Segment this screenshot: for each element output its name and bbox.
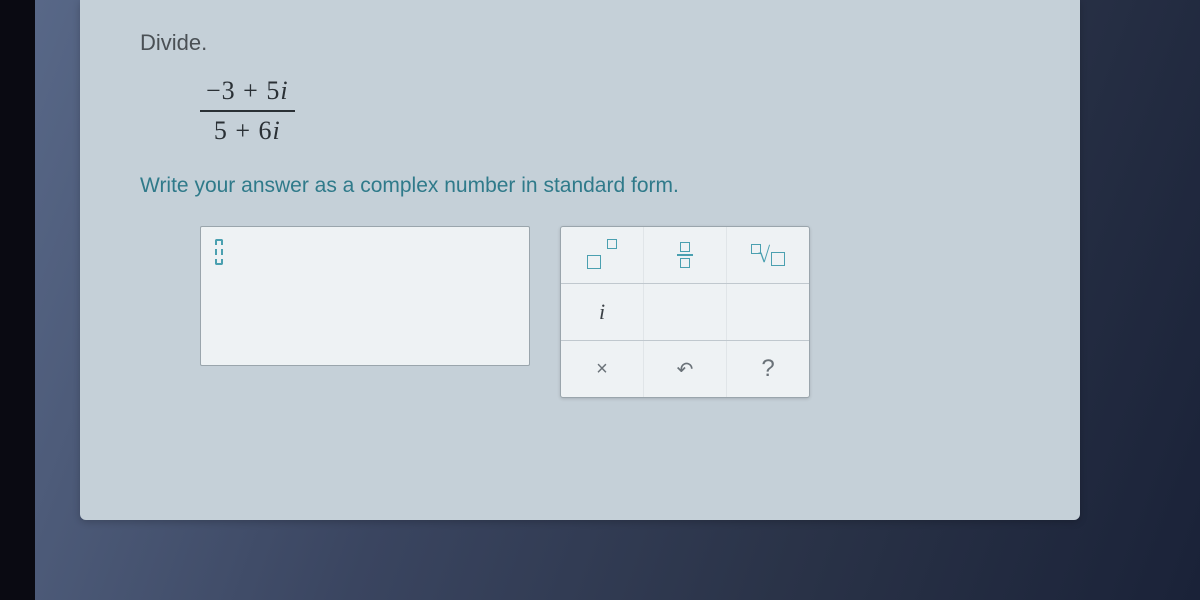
tool-row-1: √ [561,227,809,284]
denominator-text: 5 + 6 [214,116,273,145]
help-button[interactable]: ? [726,341,809,397]
exponent-button[interactable] [561,227,643,283]
question-panel: Divide. −3 + 5i 5 + 6i Write your answer… [80,0,1080,520]
imaginary-i-button[interactable]: i [561,284,643,340]
root-icon: √ [751,244,785,266]
i-icon: i [599,299,605,325]
work-row: √ i × ↶ ? [200,226,1040,398]
numerator-i: i [280,76,288,105]
tool-row-3: × ↶ ? [561,341,809,397]
prompt-title: Divide. [140,30,1040,56]
fraction-denominator: 5 + 6i [200,112,295,146]
denominator-i: i [273,116,281,145]
close-icon: × [596,358,608,381]
answer-input[interactable] [200,226,530,366]
tool-empty-2 [726,284,809,340]
instruction-text: Write your answer as a complex number in… [140,174,1040,198]
fraction-button[interactable] [643,227,726,283]
numerator-text: −3 + 5 [206,76,280,105]
exponent-icon [587,241,617,269]
undo-button[interactable]: ↶ [643,341,726,397]
help-icon: ? [761,355,774,383]
expression-fraction: −3 + 5i 5 + 6i [200,76,295,146]
clear-button[interactable]: × [561,341,643,397]
math-toolbox: √ i × ↶ ? [560,226,810,398]
root-button[interactable]: √ [726,227,809,283]
tool-row-2: i [561,284,809,341]
math-cursor [215,239,223,265]
fraction-numerator: −3 + 5i [200,76,295,112]
undo-icon: ↶ [677,357,694,382]
screen-bezel [0,0,35,600]
tool-empty-1 [643,284,726,340]
fraction-icon [677,242,693,268]
